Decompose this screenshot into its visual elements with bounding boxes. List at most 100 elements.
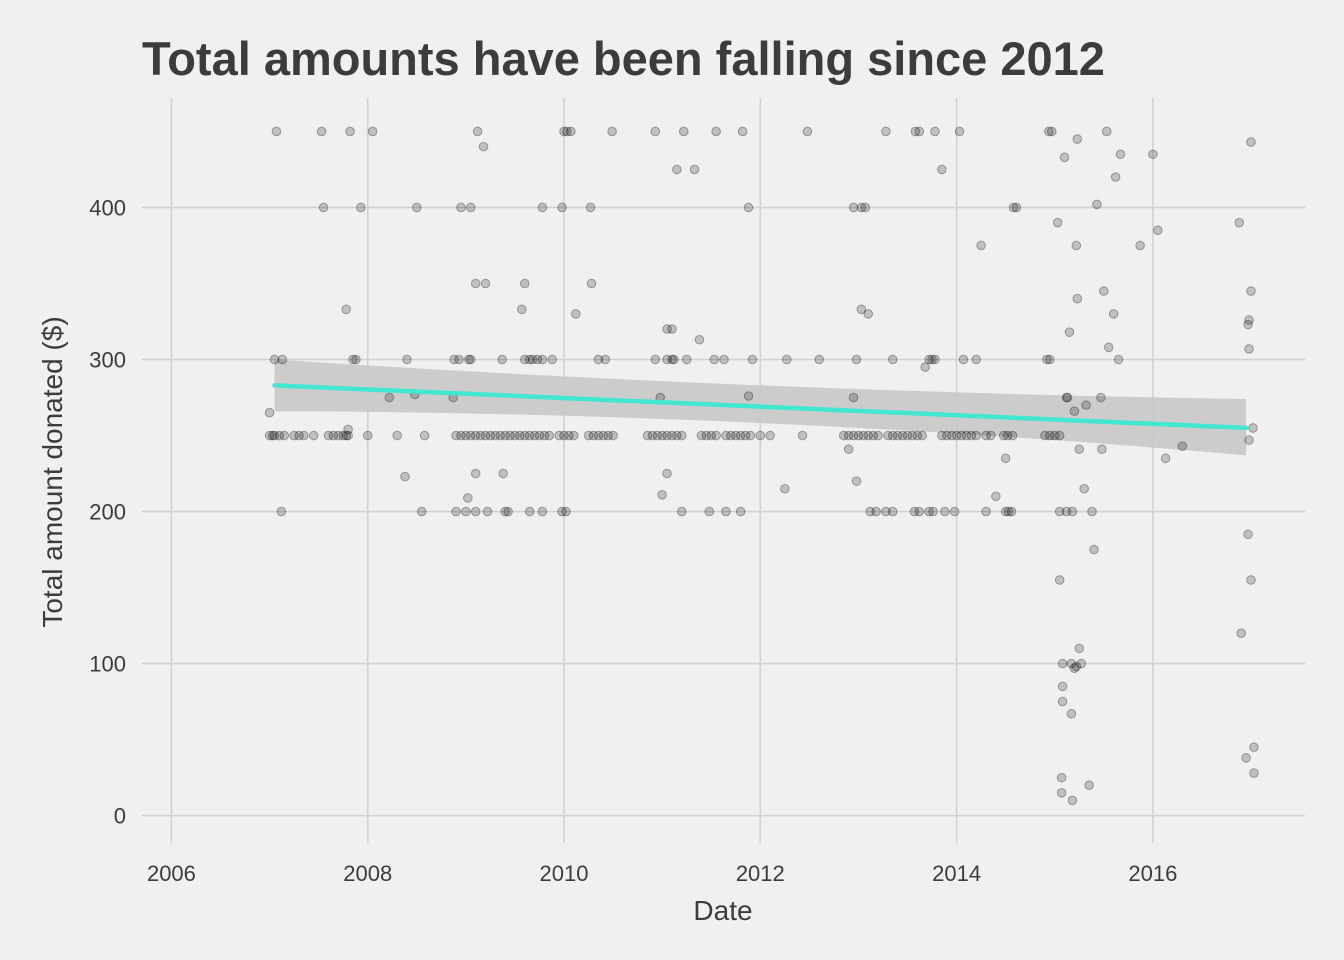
data-point <box>402 354 412 365</box>
data-point <box>367 126 378 137</box>
data-point <box>902 430 913 441</box>
data-point <box>1067 795 1078 806</box>
data-point <box>780 483 790 494</box>
data-point <box>1076 658 1087 669</box>
data-point <box>524 430 535 441</box>
data-point <box>1115 149 1126 160</box>
data-point <box>1103 342 1114 353</box>
data-point <box>308 430 319 441</box>
data-point <box>1087 506 1097 517</box>
data-point <box>557 202 567 213</box>
data-point <box>1046 126 1057 137</box>
data-point <box>1069 663 1080 673</box>
data-point <box>1236 628 1247 638</box>
data-point <box>709 354 719 365</box>
data-point <box>1152 225 1163 236</box>
data-point <box>883 430 893 441</box>
data-point <box>570 309 581 319</box>
trend-line-layer <box>272 383 1249 431</box>
y-tick-label: 100 <box>89 652 126 677</box>
data-point <box>1244 315 1254 325</box>
data-point <box>505 430 515 441</box>
data-point <box>858 430 869 441</box>
data-point <box>924 506 934 517</box>
x-tick-label: 2012 <box>736 861 785 886</box>
data-point <box>465 354 476 365</box>
data-point <box>1049 430 1060 441</box>
data-point <box>1071 240 1082 251</box>
data-point <box>583 430 594 441</box>
data-point <box>981 430 991 441</box>
data-point <box>519 278 530 289</box>
data-point <box>454 354 464 365</box>
data-point <box>400 471 410 482</box>
data-point <box>1246 575 1256 585</box>
data-point <box>1000 453 1011 464</box>
data-point <box>1249 768 1259 778</box>
data-point <box>672 164 682 175</box>
data-point <box>1057 681 1068 692</box>
data-point <box>600 354 611 365</box>
data-point <box>740 430 751 441</box>
data-point <box>920 362 930 372</box>
data-point <box>1056 772 1067 783</box>
data-point <box>657 430 667 441</box>
data-point <box>694 334 705 345</box>
data-point <box>1054 430 1065 441</box>
data-point <box>1057 696 1068 707</box>
data-point <box>647 430 658 441</box>
data-point <box>914 126 925 137</box>
data-point <box>917 430 928 441</box>
data-point <box>485 430 496 441</box>
data-point <box>267 430 278 441</box>
data-point <box>1079 483 1089 494</box>
data-point <box>721 430 731 441</box>
data-point <box>539 430 550 441</box>
data-point <box>667 354 677 365</box>
data-point <box>1177 441 1188 451</box>
trend-line <box>272 383 1249 431</box>
data-point <box>544 430 555 441</box>
data-point <box>289 430 299 441</box>
data-point <box>532 354 543 365</box>
data-points <box>264 126 1259 806</box>
data-point <box>412 202 422 213</box>
x-axis-label: Date <box>693 895 752 926</box>
data-point <box>887 506 898 517</box>
data-point <box>853 430 864 441</box>
data-point <box>954 126 965 137</box>
data-point <box>843 430 854 441</box>
data-point <box>416 506 427 517</box>
data-point <box>719 354 729 365</box>
data-point <box>1066 658 1077 669</box>
data-point <box>598 430 609 441</box>
data-point <box>730 430 741 441</box>
data-point <box>537 354 548 365</box>
data-point <box>961 430 972 441</box>
data-point <box>1148 149 1158 160</box>
data-point <box>881 126 891 137</box>
data-point <box>860 202 871 213</box>
data-point <box>348 354 358 365</box>
data-point <box>958 354 969 365</box>
data-point <box>802 126 813 137</box>
data-point <box>341 304 351 315</box>
data-point <box>1234 217 1245 228</box>
data-point <box>949 506 960 517</box>
data-point <box>912 430 923 441</box>
data-point <box>519 430 530 441</box>
data-point <box>1081 400 1091 410</box>
data-point <box>1099 286 1109 296</box>
data-point <box>362 430 373 441</box>
data-point <box>559 430 569 441</box>
data-point <box>981 506 991 517</box>
data-point <box>323 430 334 441</box>
data-point <box>269 430 280 441</box>
data-point <box>743 202 754 213</box>
data-point <box>356 202 366 213</box>
data-point <box>735 506 746 517</box>
data-point <box>726 430 736 441</box>
data-point <box>554 430 564 441</box>
data-point <box>557 506 567 517</box>
data-point <box>1054 506 1065 517</box>
